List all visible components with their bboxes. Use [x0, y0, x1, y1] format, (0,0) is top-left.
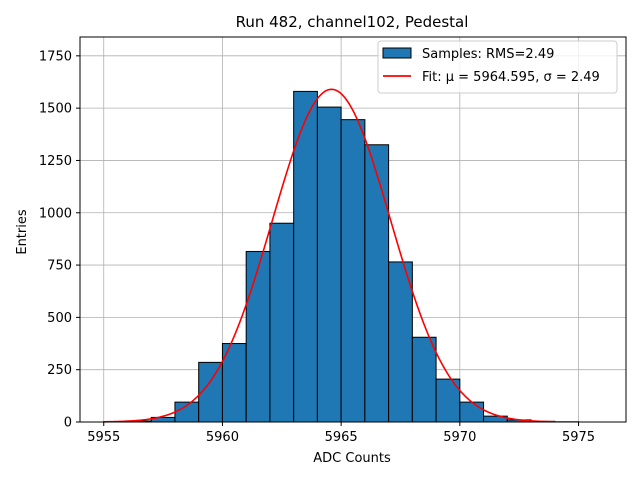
- x-tick-label: 5970: [443, 430, 476, 445]
- histogram-bar: [245, 250, 271, 423]
- legend-box: [377, 40, 618, 94]
- x-tick-label: 5955: [87, 430, 120, 445]
- x-tick-label: 5965: [325, 430, 358, 445]
- x-axis-label: ADC Counts: [313, 451, 391, 466]
- fit-curve: [103, 88, 555, 423]
- legend-label-fit: Fit: μ = 5964.595, σ = 2.49: [422, 70, 600, 85]
- y-axis-ticks: 0 250 500 750 1000 1250 1500 1750: [39, 49, 80, 431]
- y-tick-label: 1250: [39, 154, 72, 169]
- histogram-bar: [388, 261, 413, 423]
- histogram-bar: [316, 106, 342, 423]
- histogram-bar: [269, 222, 295, 423]
- y-tick-label: 750: [47, 259, 72, 274]
- y-axis-label: Entries: [15, 209, 30, 255]
- legend-label-samples: Samples: RMS=2.49: [422, 47, 554, 62]
- y-tick-label: 1750: [39, 49, 72, 64]
- x-axis-ticks: 5955 5960 5965 5970 5975: [87, 422, 595, 445]
- fit-curve-group: [103, 88, 555, 423]
- legend-swatch-samples: [382, 47, 412, 59]
- y-tick-label: 0: [64, 416, 72, 431]
- y-tick-label: 500: [47, 311, 72, 326]
- histogram-bar: [340, 119, 366, 423]
- legend: Samples: RMS=2.49 Fit: μ = 5964.595, σ =…: [377, 40, 618, 94]
- histogram-bar: [459, 401, 485, 423]
- plot-area-frame: [79, 36, 627, 423]
- y-tick-label: 250: [47, 363, 72, 378]
- histogram-bar: [364, 144, 390, 423]
- histogram-bar: [411, 336, 437, 423]
- y-tick-label: 1000: [39, 206, 72, 221]
- chart-title: Run 482, channel102, Pedestal: [236, 13, 469, 31]
- y-tick-label: 1500: [39, 102, 72, 117]
- x-tick-label: 5975: [562, 430, 595, 445]
- x-tick-label: 5960: [206, 430, 239, 445]
